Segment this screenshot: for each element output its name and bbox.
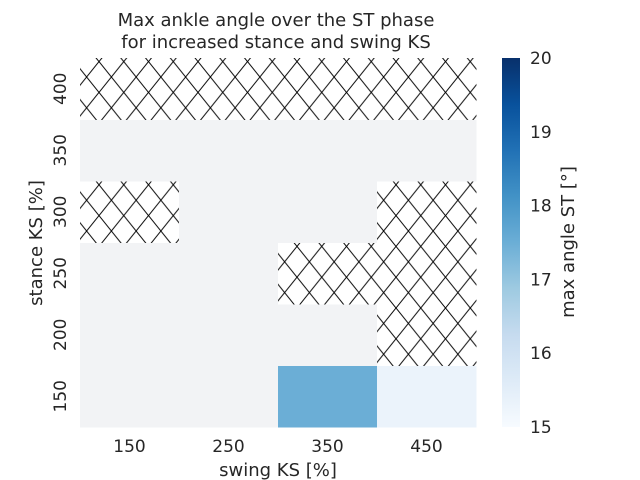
x-tick-label: 250 [212,437,244,457]
heatmap-cell [80,119,180,182]
colorbar-tick-label: 15 [530,418,552,438]
y-tick-label: 400 [51,73,71,105]
heatmap-cell-missing [80,58,180,120]
colorbar-tick-label: 19 [530,123,552,143]
heatmap-cell-missing [80,181,180,243]
y-tick-label: 350 [51,134,71,166]
colorbar [502,58,520,427]
heatmap-cell [377,365,477,428]
heatmap-cell [80,304,180,366]
colorbar-tick-label: 18 [530,197,552,217]
heatmap-cell [278,181,378,243]
heatmap-cell [179,119,279,182]
x-tick-labels: 150 250 350 450 [113,437,442,457]
heatmap-cells [80,58,477,428]
y-tick-labels: 150 200 250 300 350 400 [51,73,71,413]
heatmap-cell [179,181,279,243]
chart-title-line-1: Max ankle angle over the ST phase [118,10,435,31]
x-tick-label: 450 [410,437,442,457]
x-tick-label: 150 [113,437,145,457]
y-tick-label: 250 [51,257,71,289]
y-tick-label: 300 [51,196,71,228]
heatmap-cell-missing [278,58,378,120]
colorbar-tick-label: 20 [530,49,552,69]
heatmap-cell [80,242,180,305]
heatmap-cell-missing [179,58,279,120]
heatmap-cell [278,365,378,428]
colorbar-label: max angle ST [°] [558,166,579,318]
y-axis-label: stance KS [%] [26,180,47,306]
heatmap-cell-missing [377,58,477,120]
heatmap-cell-missing [377,242,477,305]
heatmap-cell [179,304,279,366]
x-tick-label: 350 [311,437,343,457]
chart-title-line-2: for increased stance and swing KS [121,32,431,53]
y-tick-label: 150 [51,380,71,412]
heatmap-cell-missing [278,242,378,305]
heatmap-cell [179,365,279,428]
y-tick-label: 200 [51,319,71,351]
heatmap-cell [278,304,378,366]
heatmap-cell [179,242,279,305]
heatmap-cell [80,365,180,428]
colorbar-tick-label: 16 [530,344,552,364]
heatmap-cell-missing [377,304,477,366]
heatmap-cell-missing [377,181,477,243]
x-axis-label: swing KS [%] [219,460,337,480]
colorbar-ticks: 15 16 17 18 19 20 [530,49,552,438]
heatmap-cell [377,119,477,182]
colorbar-tick-label: 17 [530,270,552,290]
heatmap-cell [278,119,378,182]
